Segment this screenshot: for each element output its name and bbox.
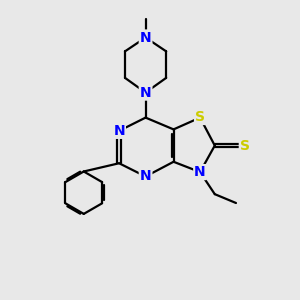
Text: N: N xyxy=(194,165,206,179)
Text: N: N xyxy=(140,169,152,184)
Text: N: N xyxy=(140,85,152,100)
Text: N: N xyxy=(113,124,125,138)
Text: N: N xyxy=(140,31,152,44)
Text: S: S xyxy=(195,110,205,124)
Text: S: S xyxy=(240,139,250,153)
